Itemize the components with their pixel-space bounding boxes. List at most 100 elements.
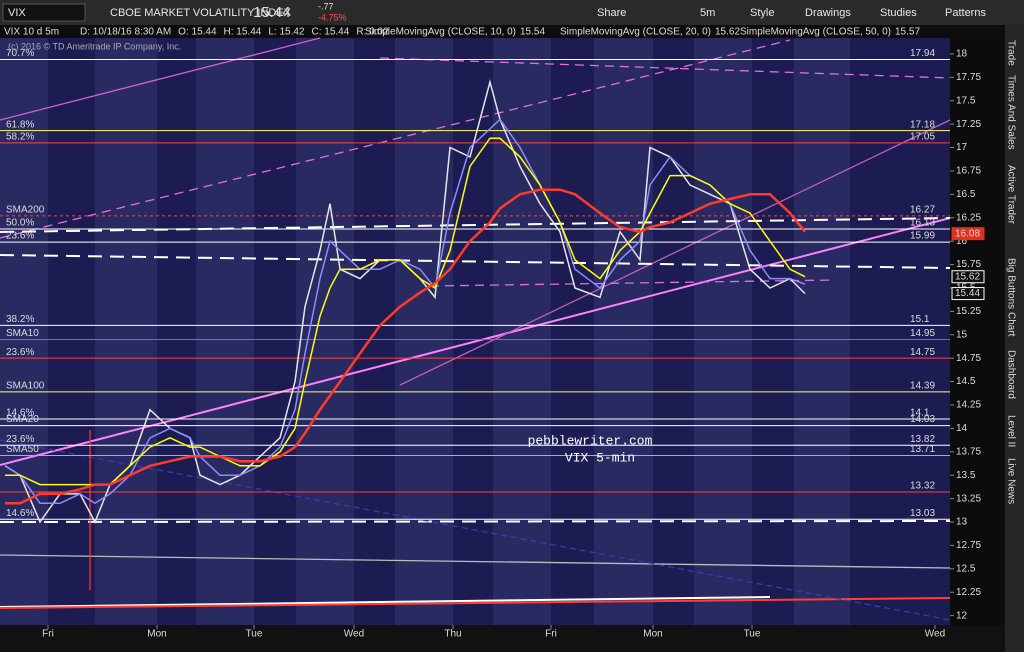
- x-tick-label: Wed: [925, 629, 945, 640]
- session-band: [395, 38, 453, 625]
- sidebar-tab[interactable]: Trade: [1005, 40, 1016, 66]
- change-pct: -4.75%: [318, 12, 347, 22]
- level-left-label: 70.7%: [6, 48, 34, 59]
- x-tick-label: Fri: [545, 629, 557, 640]
- level-label: 15.99: [910, 231, 935, 242]
- info: D: 10/18/16 8:30 AM: [80, 27, 171, 38]
- level-label: 13.82: [910, 434, 935, 445]
- level-left-label: 23.6%: [6, 231, 34, 242]
- level-left-label: 38.2%: [6, 314, 34, 325]
- x-tick-label: Thu: [444, 629, 461, 640]
- trend-line: [0, 37, 321, 121]
- trend-line: [0, 597, 951, 609]
- level-label: 14.03: [910, 414, 935, 425]
- level-label: 16.27: [910, 205, 935, 216]
- y-tick-label: 14.25: [956, 400, 981, 411]
- trend-line: [0, 554, 951, 569]
- y-tick-label: 13.75: [956, 446, 981, 457]
- y-tick-label: 14.5: [956, 376, 976, 387]
- session-band: [794, 38, 850, 625]
- level-left-label: 58.2%: [6, 131, 34, 142]
- session-band: [493, 38, 551, 625]
- series-name: VIX 10 d 5m: [4, 27, 59, 38]
- legend-value: 15.57: [895, 27, 920, 38]
- level-left-label: 23.6%: [6, 434, 34, 445]
- y-tick-label: 13.25: [956, 493, 981, 504]
- sidebar-tab[interactable]: Chart: [1005, 312, 1016, 337]
- level-left-label: 61.8%: [6, 119, 34, 130]
- session-band: [694, 38, 752, 625]
- info: H: 15.44: [224, 27, 262, 38]
- y-tick-label: 12.25: [956, 587, 981, 598]
- info-row: [0, 25, 1005, 38]
- price-marker: [951, 227, 985, 241]
- price-marker: [951, 287, 985, 301]
- sidebar-tab[interactable]: Dashboard: [1005, 350, 1016, 399]
- y-tick-label: 17.75: [956, 72, 981, 83]
- level-label: 17.94: [910, 48, 935, 59]
- trend-line: [0, 439, 951, 621]
- session-band: [0, 38, 48, 625]
- legend-entry: SimpleMovingAvg (CLOSE, 50, 0): [740, 27, 891, 38]
- trend-line: [399, 119, 951, 386]
- level-left-label: SMA10: [6, 328, 39, 339]
- trend-line: [0, 520, 951, 523]
- y-tick-label: 13.5: [956, 470, 976, 481]
- price-marker-label: 16.08: [955, 228, 980, 239]
- level-label: 14.95: [910, 328, 935, 339]
- level-label: 14.1: [910, 408, 930, 419]
- y-tick-label: 14: [956, 423, 968, 434]
- level-label: 17.05: [910, 131, 935, 142]
- toolbar-button[interactable]: Drawings: [805, 7, 851, 19]
- info: O: 15.44: [178, 27, 217, 38]
- toolbar-button[interactable]: Style: [750, 7, 774, 19]
- level-left-label: 14.6%: [6, 508, 34, 519]
- sma-line: [5, 137, 806, 486]
- y-tick-label: 17: [956, 142, 968, 153]
- price-marker-label: 15.62: [955, 271, 980, 282]
- description: CBOE MARKET VOLATILITY INDEX: [110, 7, 292, 19]
- sma-line: [5, 188, 806, 505]
- sidebar-tab[interactable]: Big Buttons: [1005, 258, 1016, 309]
- trend-line: [379, 57, 951, 79]
- x-tick-label: Fri: [42, 629, 54, 640]
- legend-value: 15.54: [520, 27, 545, 38]
- y-tick-label: 16.25: [956, 212, 981, 223]
- sidebar-tab[interactable]: Active Trader: [1005, 165, 1016, 225]
- level-label: 17.18: [910, 119, 935, 130]
- level-label: 16.13: [910, 218, 935, 229]
- level-left-label: SMA100: [6, 381, 45, 392]
- trend-line: [0, 217, 951, 466]
- trend-line: [0, 254, 951, 269]
- level-label: 15.1: [910, 314, 930, 325]
- y-tick-label: 15: [956, 329, 968, 340]
- session-band: [296, 38, 354, 625]
- toolbar-button[interactable]: Studies: [880, 7, 917, 19]
- y-tick-label: 12: [956, 610, 968, 621]
- level-left-label: SMA50: [6, 444, 39, 455]
- price-marker: [951, 270, 985, 284]
- trend-line: [0, 217, 951, 233]
- toolbar-button[interactable]: Share: [597, 7, 626, 19]
- sidebar-tab[interactable]: Live News: [1005, 458, 1016, 504]
- x-tick-label: Tue: [246, 629, 263, 640]
- sidebar-tab[interactable]: Level II: [1005, 415, 1016, 447]
- toolbar-button[interactable]: 5m: [700, 7, 715, 19]
- level-left-label: 14.6%: [6, 408, 34, 419]
- info: L: 15.42: [268, 27, 305, 38]
- y-tick-label: 17.5: [956, 95, 976, 106]
- symbol-box[interactable]: [2, 3, 86, 22]
- info: R: 0.02: [356, 27, 389, 38]
- sidebar-tab[interactable]: Times And Sales: [1005, 75, 1016, 150]
- trend-line: [429, 279, 836, 287]
- y-tick-label: 14.75: [956, 353, 981, 364]
- toolbar-button[interactable]: Patterns: [945, 7, 986, 19]
- watermark: VIX 5-min: [565, 450, 635, 465]
- toolbar: [0, 0, 1024, 25]
- y-tick-label: 16.75: [956, 166, 981, 177]
- y-tick-label: 17.25: [956, 119, 981, 130]
- trend-line: [0, 596, 771, 608]
- watermark: pebblewriter.com: [528, 433, 653, 448]
